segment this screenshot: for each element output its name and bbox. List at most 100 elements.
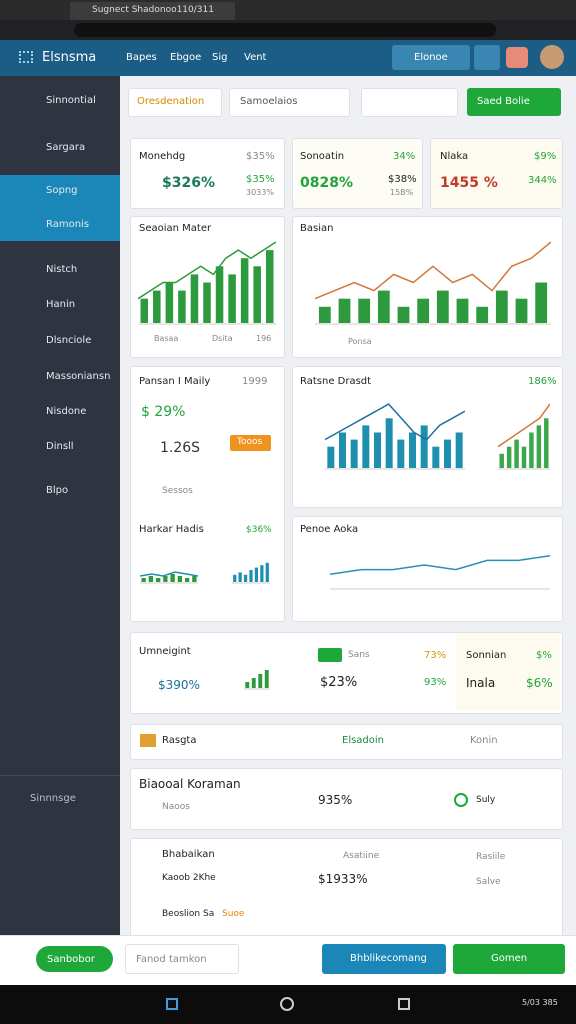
sidebar-item[interactable]: Ramonis: [46, 219, 90, 230]
trend-line: [140, 571, 198, 577]
bar: [140, 298, 149, 323]
kpi-sub: $38%: [388, 174, 417, 185]
panel-value: $1933%: [318, 872, 368, 886]
link[interactable]: Konin: [470, 735, 498, 746]
nav-link[interactable]: Ebgoe: [170, 52, 202, 63]
mini-chart: [315, 241, 551, 325]
bar: [432, 446, 440, 468]
mini-chart: [244, 670, 270, 690]
select-text[interactable]: Sessos: [162, 486, 193, 496]
link[interactable]: Elsadoin: [342, 735, 385, 746]
row-label[interactable]: Salve: [476, 877, 501, 887]
panel-year[interactable]: 1999: [242, 376, 268, 387]
bar: [338, 298, 351, 323]
bar: [377, 290, 390, 323]
taskbar-icon[interactable]: [280, 997, 294, 1011]
bar: [254, 567, 259, 582]
bar: [203, 282, 211, 323]
kpi-badge: $35%: [246, 151, 275, 162]
bar: [148, 576, 154, 582]
tab[interactable]: [70, 2, 235, 20]
primary-button[interactable]: [322, 944, 446, 974]
bar: [228, 274, 236, 323]
kpi-card: [292, 138, 423, 209]
sidebar-item[interactable]: Blpo: [46, 485, 69, 496]
address-bar[interactable]: [74, 23, 496, 37]
status-text[interactable]: Suly: [476, 795, 496, 805]
nav-link[interactable]: Vent: [244, 52, 267, 63]
search-button[interactable]: [474, 45, 500, 70]
sidebar-item[interactable]: Sinnontial: [46, 95, 96, 106]
bar: [192, 576, 197, 582]
bar: [258, 674, 263, 688]
trend-line: [498, 403, 550, 448]
nav-link[interactable]: Sig: [212, 52, 228, 63]
bar: [233, 574, 237, 582]
metric-label: Sonnian: [466, 650, 507, 661]
legend-item: Ponsa: [348, 337, 372, 346]
kpi-value: 0828%: [300, 175, 353, 191]
sidebar-item[interactable]: Nistch: [46, 264, 78, 275]
bar: [163, 576, 168, 582]
pill-button[interactable]: [36, 946, 113, 972]
sidebar-item[interactable]: Massoniansn: [46, 371, 111, 382]
secondary-button[interactable]: [125, 944, 239, 974]
bar: [514, 439, 519, 468]
sidebar-item[interactable]: Hanin: [46, 299, 76, 310]
icon: [318, 648, 342, 662]
bar: [318, 306, 331, 323]
panel-title: Harkar Hadis: [139, 524, 204, 535]
legend-item: Basaa: [154, 334, 179, 343]
confirm-button[interactable]: [453, 944, 565, 974]
button-text: Gomen: [491, 953, 528, 964]
taskbar-icon[interactable]: [398, 998, 410, 1010]
dropdown[interactable]: [361, 88, 458, 117]
panel-value: $390%: [158, 678, 200, 692]
legend-item: Dsita: [212, 334, 233, 343]
row-label[interactable]: Rasiile: [476, 852, 506, 862]
panel-value: $ 29%: [141, 404, 186, 420]
sidebar-item[interactable]: Dinsll: [46, 441, 74, 452]
bar: [265, 562, 269, 582]
sidebar-footer[interactable]: Sinnnsge: [30, 793, 76, 804]
sidebar-item[interactable]: Sopng: [46, 185, 78, 196]
bar: [544, 418, 549, 468]
bar: [240, 258, 249, 323]
notify-button[interactable]: [506, 47, 528, 68]
mini-chart: [498, 403, 550, 470]
bar: [506, 446, 512, 468]
bar: [499, 453, 504, 468]
bar: [215, 266, 224, 323]
bar: [536, 425, 542, 468]
button-text: Saed Bolie: [477, 96, 530, 107]
bar: [397, 306, 410, 323]
legend-item: 196: [256, 334, 272, 343]
sidebar-item[interactable]: Dlsnciole: [46, 335, 92, 346]
primary-button[interactable]: [467, 88, 561, 116]
metric-pct: 73%: [424, 650, 447, 661]
bar: [184, 578, 190, 582]
taskbar-icon[interactable]: [166, 998, 178, 1010]
sidebar-item[interactable]: Sargara: [46, 142, 86, 153]
panel-title: Penoe Aoka: [300, 524, 359, 535]
mini-chart: [140, 571, 198, 584]
dropdown[interactable]: [128, 88, 222, 117]
bar: [190, 274, 199, 323]
avatar[interactable]: [540, 45, 564, 69]
sidebar-item[interactable]: Nisdone: [46, 406, 87, 417]
link[interactable]: Rasgta: [162, 735, 197, 746]
metric-value: $23%: [320, 675, 358, 690]
bar: [249, 570, 253, 582]
trend-line: [330, 555, 550, 575]
footer-label: Beoslion Sa: [162, 909, 215, 919]
button-text: Bhblikecomang: [350, 953, 427, 964]
search-box[interactable]: [392, 45, 470, 70]
panel-value: 186%: [528, 376, 557, 387]
nav-link[interactable]: Bapes: [126, 52, 157, 63]
dropdown[interactable]: [229, 88, 350, 117]
kpi-sub: 15B%: [390, 188, 414, 197]
bar: [253, 266, 261, 323]
chart-panel: [292, 516, 563, 622]
grid-icon[interactable]: [19, 51, 33, 63]
